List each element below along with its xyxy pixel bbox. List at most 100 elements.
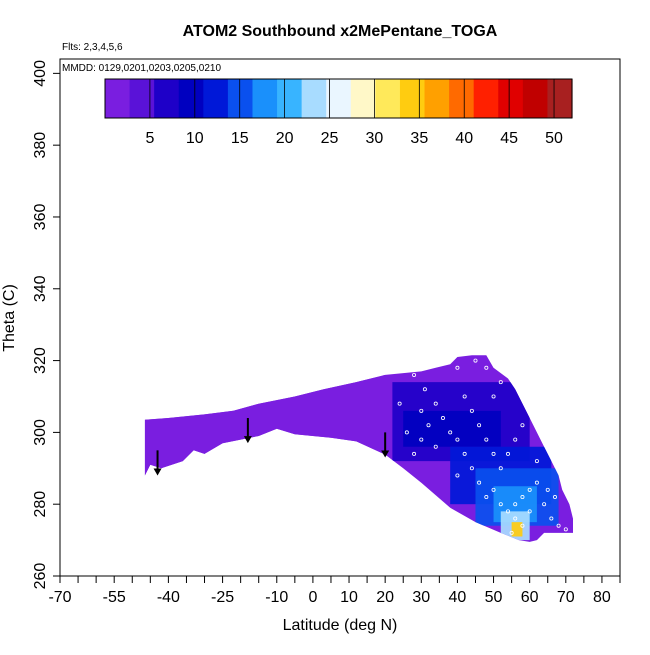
sample-point xyxy=(563,527,568,532)
sample-point xyxy=(433,401,438,406)
colorbar-swatch xyxy=(154,79,180,118)
colorbar-tick-label: 40 xyxy=(455,130,473,147)
flights-note: Flts: 2,3,4,5,6 xyxy=(62,42,123,53)
field-patches xyxy=(144,374,559,541)
colorbar-tick-label: 10 xyxy=(186,130,204,147)
sample-point xyxy=(527,509,532,514)
colorbar-swatch xyxy=(326,79,352,118)
x-tick-label: -55 xyxy=(103,589,126,606)
x-tick-label: -40 xyxy=(157,589,180,606)
sample-point xyxy=(397,401,402,406)
colorbar-swatch xyxy=(547,79,573,118)
colorbar-swatch xyxy=(301,79,327,118)
sample-point xyxy=(412,451,417,456)
sample-point xyxy=(412,372,417,377)
sample-point xyxy=(498,466,503,471)
colorbar-swatch xyxy=(449,79,475,118)
sample-point xyxy=(455,473,460,478)
x-tick-label: 80 xyxy=(593,589,611,606)
colorbar-frame xyxy=(104,78,573,119)
field-patch xyxy=(511,522,523,537)
sample-point xyxy=(491,451,496,456)
colorbar-swatch xyxy=(350,79,376,118)
colorbar-swatch xyxy=(522,79,549,118)
colorbar-swatch xyxy=(473,79,499,118)
sample-point xyxy=(462,394,467,399)
y-tick-label: 320 xyxy=(32,347,49,374)
colorbar-tick-label: 5 xyxy=(145,130,154,147)
colorbar-tick-label: 35 xyxy=(410,130,428,147)
sample-point xyxy=(484,495,489,500)
sample-point xyxy=(505,451,510,456)
colorbar-tick-label: 50 xyxy=(545,130,563,147)
colorbar-swatch xyxy=(424,79,450,118)
arrow-head xyxy=(243,436,252,444)
y-tick-label: 260 xyxy=(32,563,49,590)
colorbar-swatch xyxy=(252,79,278,118)
colorbar-tick-label: 20 xyxy=(276,130,294,147)
sample-point xyxy=(513,502,518,507)
colorbar: 5 10 15 20 25 30 35 40 45 50 xyxy=(104,78,573,147)
sample-point xyxy=(440,358,445,363)
sample-point xyxy=(513,516,518,521)
y-tick-label: 340 xyxy=(32,275,49,302)
arrow-head xyxy=(153,468,162,476)
colorbar-tick-label: 25 xyxy=(321,130,339,147)
sample-point xyxy=(462,451,467,456)
sample-point xyxy=(469,466,474,471)
colorbar-swatch xyxy=(178,79,204,118)
plot-frame xyxy=(59,58,621,577)
x-tick-label: -70 xyxy=(48,589,71,606)
x-tick-label: 20 xyxy=(376,589,394,606)
sample-point xyxy=(505,509,510,514)
x-tick-label: 0 xyxy=(308,589,317,606)
x-tick-label: 60 xyxy=(521,589,539,606)
sample-point xyxy=(552,495,557,500)
colorbar-swatch xyxy=(227,79,254,118)
sample-point xyxy=(549,516,554,521)
colorbar-swatch xyxy=(129,79,155,118)
y-tick-label: 360 xyxy=(32,204,49,231)
field-patch xyxy=(144,374,386,476)
sample-point xyxy=(419,437,424,442)
dates-note: MMDD: 0129,0201,0203,0205,0210 xyxy=(62,63,221,74)
sample-point xyxy=(433,444,438,449)
y-tick-label: 300 xyxy=(32,419,49,446)
sample-point xyxy=(484,437,489,442)
sample-point xyxy=(491,394,496,399)
sample-point xyxy=(509,530,514,535)
sample-point xyxy=(422,387,427,392)
arrow-head xyxy=(381,450,390,458)
sample-point xyxy=(477,480,482,485)
x-axis-label: Latitude (deg N) xyxy=(283,617,398,634)
sample-point xyxy=(545,487,550,492)
sample-point xyxy=(556,523,561,528)
sample-point xyxy=(534,480,539,485)
sample-point xyxy=(469,408,474,413)
sample-point xyxy=(419,408,424,413)
sample-point xyxy=(498,502,503,507)
sample-point xyxy=(520,423,525,428)
colorbar-swatch xyxy=(105,79,131,118)
colorbar-swatch xyxy=(277,79,303,118)
x-tick-label: 50 xyxy=(485,589,503,606)
sample-point xyxy=(520,523,525,528)
x-tick-label: -25 xyxy=(211,589,234,606)
sample-point xyxy=(477,423,482,428)
sample-point xyxy=(473,358,478,363)
x-tick-label: 70 xyxy=(557,589,575,606)
sample-point xyxy=(491,487,496,492)
sample-point xyxy=(520,495,525,500)
x-tick-label: 10 xyxy=(340,589,358,606)
y-tick-label: 380 xyxy=(32,132,49,159)
sample-point xyxy=(542,502,547,507)
field-patch xyxy=(403,410,501,447)
colorbar-swatch xyxy=(203,79,229,118)
colorbar-tick-label: 30 xyxy=(366,130,384,147)
sample-point xyxy=(498,380,503,385)
sample-point xyxy=(527,487,532,492)
chart-title: ATOM2 Southbound x2MePentane_TOGA xyxy=(183,23,498,40)
sample-point xyxy=(455,437,460,442)
